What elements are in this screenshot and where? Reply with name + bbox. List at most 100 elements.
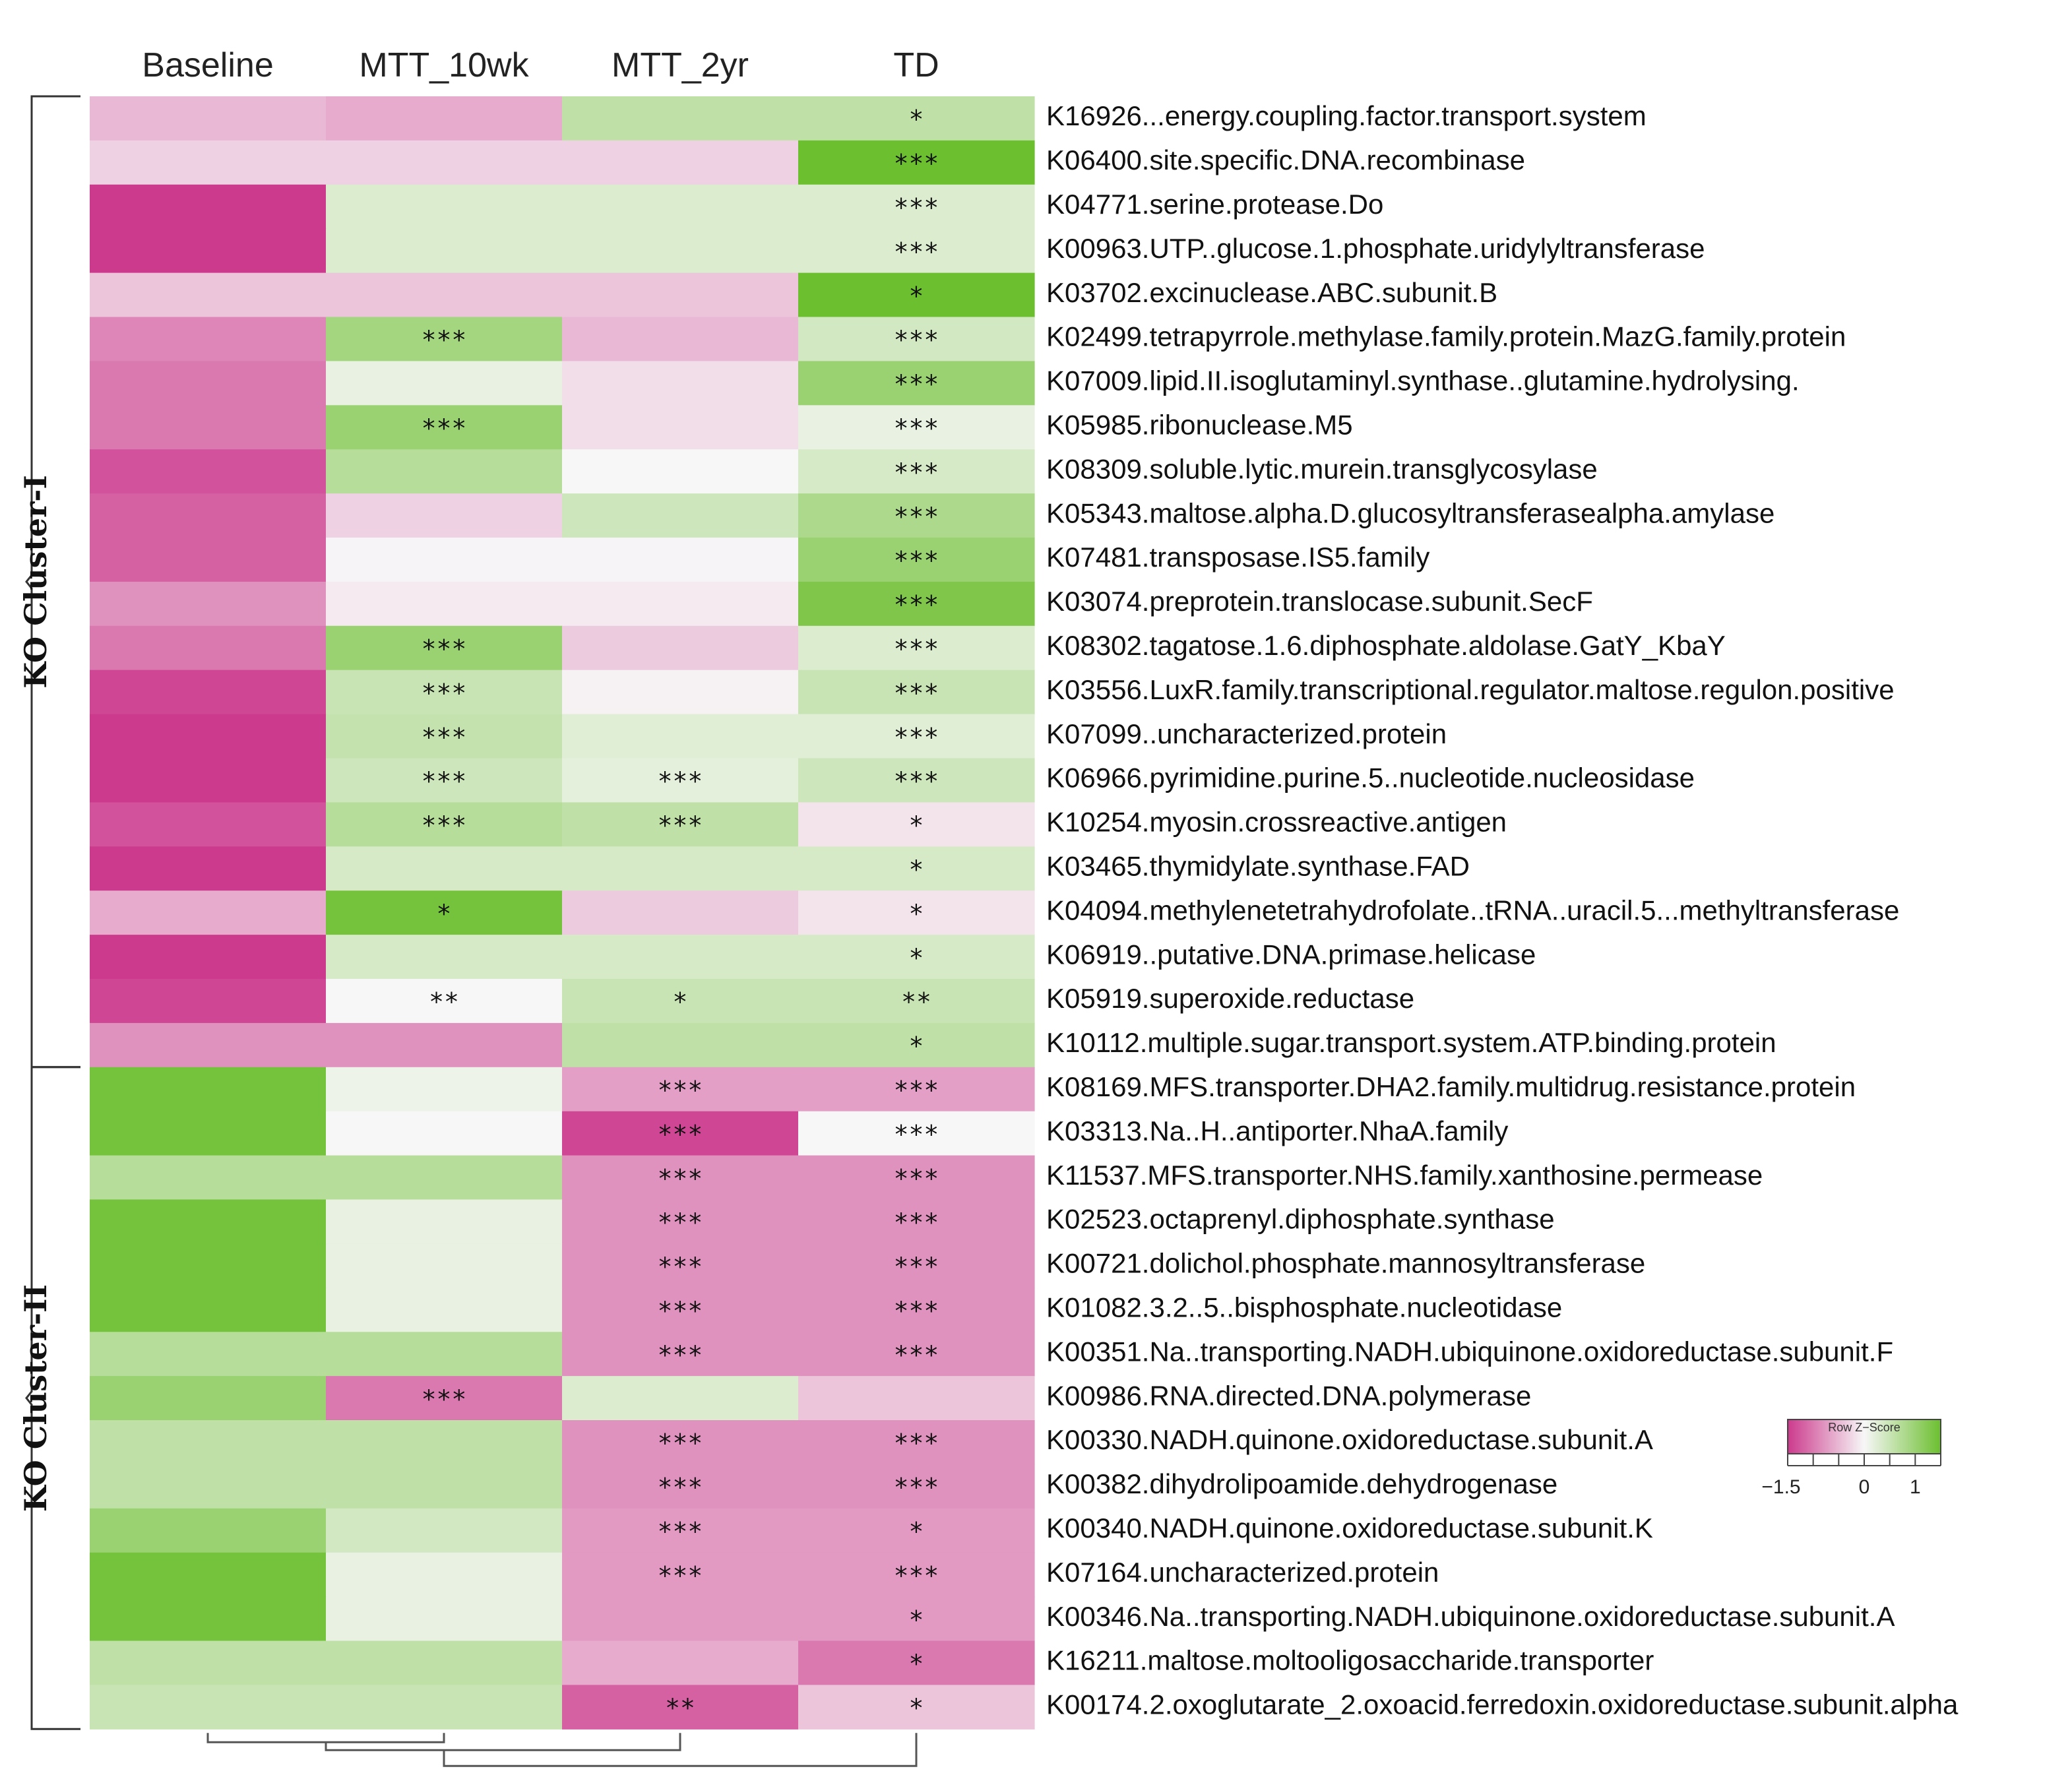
- heatmap-cell: [798, 625, 1035, 671]
- heatmap-cell: [562, 625, 799, 671]
- row-label: K07099..uncharacterized.protein: [1046, 718, 1447, 749]
- heatmap-cell: [562, 1332, 799, 1377]
- significance-star: **: [429, 987, 459, 1016]
- heatmap-cell: [562, 184, 799, 230]
- heatmap-cell: [326, 228, 563, 274]
- heatmap-cell: [562, 1376, 799, 1421]
- heatmap-cell: [90, 493, 327, 538]
- significance-star: ***: [894, 1076, 939, 1105]
- heatmap-cell: [798, 317, 1035, 361]
- row-label: K11537.MFS.transporter.NHS.family.xantho…: [1046, 1160, 1763, 1191]
- color-legend: Row Z−Score −1.5 0 1: [1761, 1419, 1941, 1498]
- significance-star: ***: [894, 149, 939, 178]
- heatmap-cell: [562, 405, 799, 450]
- row-label: K05343.maltose.alpha.D.glucosyltransfera…: [1046, 497, 1774, 528]
- heatmap-cell: [798, 1155, 1035, 1200]
- heatmap-cell: [798, 1552, 1035, 1598]
- significance-star: ***: [658, 1253, 703, 1282]
- heatmap-cells: [90, 96, 1035, 1730]
- significance-star: ***: [894, 1208, 939, 1237]
- heatmap-cell: [90, 714, 327, 759]
- heatmap-cell: [562, 1022, 799, 1068]
- heatmap-cell: [798, 140, 1035, 185]
- significance-star: ***: [894, 1253, 939, 1282]
- column-dendrogram: [206, 1733, 918, 1767]
- heatmap-cell: [326, 1288, 563, 1332]
- significance-star: *: [909, 1032, 924, 1061]
- legend-tick-label: 0: [1859, 1476, 1870, 1498]
- significance-star: ***: [894, 370, 939, 399]
- row-label: K06966.pyrimidine.purine.5..nucleotide.n…: [1046, 763, 1695, 794]
- dendrogram-branches: [206, 1733, 918, 1767]
- heatmap-cell: [90, 272, 327, 318]
- row-label: K10112.multiple.sugar.transport.system.A…: [1046, 1027, 1776, 1058]
- heatmap-cell: [562, 1464, 799, 1509]
- significance-star: ***: [658, 1561, 703, 1590]
- significance-star: ***: [658, 1076, 703, 1105]
- heatmap-cell: [798, 1288, 1035, 1332]
- cluster-brackets: KO Cluster-I KO Cluster-II: [18, 95, 80, 1730]
- cluster-label-ko-cluster-ii: KO Cluster-II: [18, 1284, 53, 1512]
- heatmap-cell: [562, 979, 799, 1024]
- heatmap-cell: [562, 1552, 799, 1598]
- heatmap-cell: [326, 317, 563, 361]
- heatmap-cell: [798, 1332, 1035, 1377]
- heatmap-cell: [562, 714, 799, 759]
- heatmap-cell: [90, 96, 327, 141]
- significance-star: *: [673, 987, 688, 1016]
- heatmap-cell: [326, 493, 563, 538]
- row-label: K03074.preprotein.translocase.subunit.Se…: [1046, 586, 1593, 617]
- row-label: K03465.thymidylate.synthase.FAD: [1046, 850, 1470, 881]
- row-label: K03556.LuxR.family.transcriptional.regul…: [1046, 674, 1895, 705]
- row-label: K03313.Na..H..antiporter.NhaA.family: [1046, 1115, 1508, 1146]
- significance-star: ***: [894, 635, 939, 664]
- significance-star: ***: [894, 1561, 939, 1590]
- significance-star: *: [909, 855, 924, 884]
- heatmap-cell: [90, 1552, 327, 1598]
- heatmap-cell: [326, 1420, 563, 1465]
- row-label: K02499.tetrapyrrole.methylase.family.pro…: [1046, 321, 1846, 352]
- heatmap-cell: [798, 1111, 1035, 1156]
- heatmap-cell: [562, 890, 799, 935]
- significance-star: ***: [658, 1340, 703, 1369]
- heatmap-cell: [326, 846, 563, 891]
- heatmap-cell: [326, 405, 563, 450]
- row-label: K08302.tagatose.1.6.diphosphate.aldolase…: [1046, 630, 1726, 661]
- legend-tick-label: −1.5: [1761, 1476, 1800, 1498]
- heatmap-cell: [90, 1596, 327, 1642]
- significance-star: ***: [894, 326, 939, 355]
- significance-star: ***: [658, 1120, 703, 1149]
- heatmap-cell: [562, 1596, 799, 1642]
- heatmap-cell: [326, 1022, 563, 1068]
- heatmap-cell: [798, 272, 1035, 318]
- significance-star: ***: [422, 326, 467, 355]
- heatmap-cell: [562, 538, 799, 582]
- significance-star: ***: [422, 1385, 467, 1414]
- heatmap-cell: [90, 846, 327, 891]
- heatmap-cell: [326, 1332, 563, 1377]
- heatmap-cell: [562, 1508, 799, 1553]
- heatmap-cell: [562, 449, 799, 494]
- legend-tick-label: 1: [1910, 1476, 1921, 1498]
- heatmap-cell: [326, 1199, 563, 1244]
- row-labels: K16926...energy.coupling.factor.transpor…: [1046, 100, 1959, 1720]
- row-label: K06919..putative.DNA.primase.helicase: [1046, 939, 1536, 970]
- significance-star: ***: [894, 590, 939, 619]
- row-label: K00382.dihydrolipoamide.dehydrogenase: [1046, 1468, 1557, 1499]
- significance-star: ***: [894, 414, 939, 443]
- heatmap-cell: [562, 228, 799, 274]
- heatmap-cell: [562, 1111, 799, 1156]
- row-label: K07164.uncharacterized.protein: [1046, 1557, 1439, 1588]
- heatmap-cell: [562, 758, 799, 803]
- heatmap-cell: [326, 670, 563, 715]
- heatmap-cell: [326, 1155, 563, 1200]
- heatmap-cell: [798, 802, 1035, 847]
- heatmap-cell: [90, 1155, 327, 1200]
- heatmap-cell: [798, 1022, 1035, 1068]
- heatmap-cell: [798, 1067, 1035, 1112]
- significance-star: ***: [658, 767, 703, 796]
- heatmap-cell: [90, 1288, 327, 1332]
- heatmap-cell: [90, 1199, 327, 1244]
- heatmap-cell: [90, 1508, 327, 1553]
- heatmap-cell: [562, 1067, 799, 1112]
